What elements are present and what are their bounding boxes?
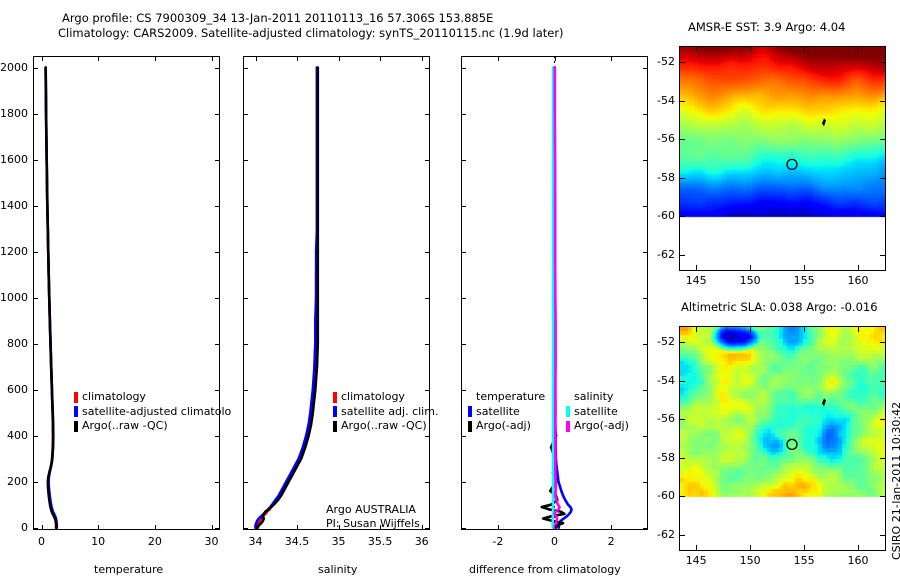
legend-swatch-climatology	[333, 391, 337, 403]
legend-item: satellite	[468, 405, 545, 420]
difference-plot-canvas	[540, 56, 573, 530]
difference-axis-label: difference from climatology	[469, 563, 621, 576]
legend-item: Argo(..raw -QC)	[333, 419, 438, 434]
legend-spacer	[468, 392, 472, 403]
salinity-plot-canvas	[254, 66, 320, 530]
temperature-legend: climatology satellite-adjusted climatolo…	[74, 390, 231, 434]
legend-label: climatology	[82, 390, 146, 403]
legend-label: Argo(..raw -QC)	[82, 419, 168, 432]
salinity-legend: climatology satellite adj. clim. Argo(..…	[333, 390, 438, 434]
legend-group-header: temperature	[476, 390, 546, 403]
legend-swatch-satellite	[333, 406, 337, 418]
attribution-org: Argo AUSTRALIA	[326, 503, 416, 516]
temperature-plot-canvas	[44, 66, 59, 530]
legend-label: satellite	[476, 404, 520, 418]
legend-group-header-row: salinity	[566, 390, 629, 405]
csiro-credit-text: CSIRO 21-Jan-2011 10:30:42	[890, 401, 900, 560]
figure-title-line2: Climatology: CARS2009. Satellite-adjuste…	[58, 26, 564, 40]
legend-swatch-sal-argo	[566, 420, 570, 432]
legend-swatch-satellite	[74, 406, 78, 418]
sla-map-title: Altimetric SLA: 0.038 Argo: -0.016	[681, 300, 878, 314]
sla-map-canvas	[680, 327, 885, 550]
salinity-plot-frame	[243, 56, 430, 530]
legend-item: satellite-adjusted climatolo	[74, 405, 231, 420]
legend-label: Argo(-adj)	[476, 419, 531, 432]
legend-swatch-argo	[333, 420, 337, 432]
legend-swatch-temp-argo	[468, 420, 472, 432]
salinity-axis-label: salinity	[318, 563, 358, 576]
difference-legend-temperature: temperature satellite Argo(-adj)	[468, 390, 545, 434]
figure-title-line1: Argo profile: CS 7900309_34 13-Jan-2011 …	[62, 11, 494, 25]
legend-item: Argo(-adj)	[566, 419, 629, 434]
legend-label: satellite-adjusted climatolo	[82, 404, 232, 418]
legend-label: Argo(-adj)	[574, 419, 629, 432]
legend-swatch-climatology	[74, 391, 78, 403]
legend-item: satellite	[566, 405, 629, 420]
legend-item: Argo(..raw -QC)	[74, 419, 231, 434]
legend-swatch-sal-satellite	[566, 406, 570, 418]
legend-group-header: salinity	[574, 390, 614, 403]
temperature-axis-label: temperature	[94, 563, 164, 576]
csiro-credit: CSIRO 21-Jan-2011 10:30:42	[890, 402, 900, 573]
difference-legend-salinity: salinity satellite Argo(-adj)	[566, 390, 629, 434]
legend-item: satellite adj. clim.	[333, 405, 438, 420]
legend-label: climatology	[341, 390, 405, 403]
temperature-plot-frame	[33, 56, 220, 530]
legend-label: Argo(..raw -QC)	[341, 419, 427, 432]
legend-group-header-row: temperature	[468, 390, 545, 405]
sst-map-overlay	[786, 118, 826, 171]
legend-label: satellite	[574, 404, 618, 418]
sst-map-canvas	[680, 47, 885, 270]
legend-swatch-temp-satellite	[468, 406, 472, 418]
legend-label: satellite adj. clim.	[341, 404, 439, 418]
attribution-pi: PI: Susan Wijffels	[326, 517, 420, 530]
legend-swatch-argo	[74, 420, 78, 432]
legend-item: Argo(-adj)	[468, 419, 545, 434]
sst-map-title: AMSR-E SST: 3.9 Argo: 4.04	[688, 20, 846, 34]
legend-item: climatology	[333, 390, 438, 405]
legend-item: climatology	[74, 390, 231, 405]
sla-map-overlay	[786, 398, 826, 451]
legend-spacer	[566, 392, 570, 403]
